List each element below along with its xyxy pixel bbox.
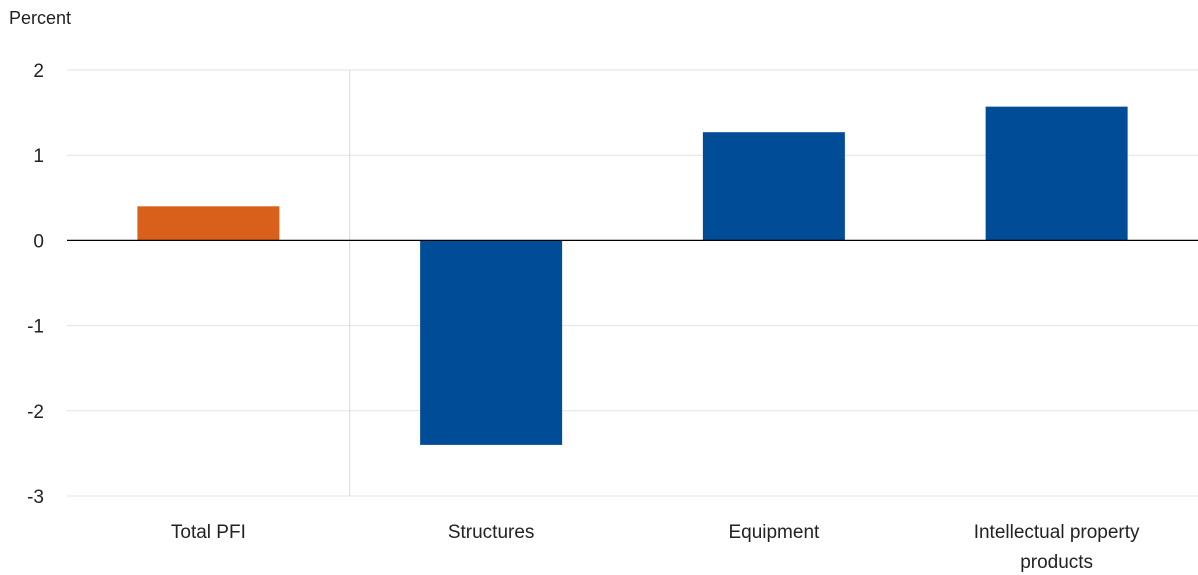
y-tick-label: 2 [33,61,44,82]
bar-equipment [702,132,845,241]
x-category-label: Structures [448,522,535,543]
bar-structures [420,240,563,445]
bar-intellectual-property-products [985,106,1128,241]
x-category-label: products [1020,552,1093,573]
y-tick-label: 1 [33,146,44,167]
y-tick-label: 0 [33,231,44,252]
x-category-label: Equipment [728,522,820,543]
y-tick-label: -3 [27,487,44,508]
bar-total-pfi [137,206,280,241]
y-axis-unit-label: Percent [9,8,72,28]
y-tick-label: -2 [27,402,44,423]
x-category-label: Total PFI [171,522,246,543]
x-category-label: Intellectual property [974,522,1140,543]
y-tick-label: -1 [27,317,44,338]
